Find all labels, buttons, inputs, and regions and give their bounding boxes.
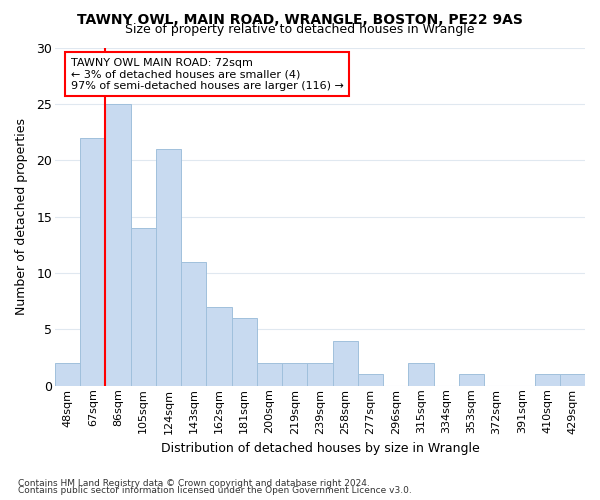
Bar (560, 374, 585, 386)
X-axis label: Distribution of detached houses by size in Wrangle: Distribution of detached houses by size … (161, 442, 479, 455)
Bar (535, 374, 560, 386)
Bar (181, 262, 206, 386)
Bar (106, 104, 131, 386)
Bar (409, 363, 434, 386)
Text: TAWNY OWL, MAIN ROAD, WRANGLE, BOSTON, PE22 9AS: TAWNY OWL, MAIN ROAD, WRANGLE, BOSTON, P… (77, 12, 523, 26)
Text: Size of property relative to detached houses in Wrangle: Size of property relative to detached ho… (125, 22, 475, 36)
Bar (156, 149, 181, 386)
Text: Contains public sector information licensed under the Open Government Licence v3: Contains public sector information licen… (18, 486, 412, 495)
Bar (282, 363, 307, 386)
Bar (358, 374, 383, 386)
Text: Contains HM Land Registry data © Crown copyright and database right 2024.: Contains HM Land Registry data © Crown c… (18, 478, 370, 488)
Text: TAWNY OWL MAIN ROAD: 72sqm
← 3% of detached houses are smaller (4)
97% of semi-d: TAWNY OWL MAIN ROAD: 72sqm ← 3% of detac… (71, 58, 344, 91)
Bar (307, 363, 332, 386)
Bar (459, 374, 484, 386)
Y-axis label: Number of detached properties: Number of detached properties (15, 118, 28, 315)
Bar (131, 228, 156, 386)
Bar (80, 138, 106, 386)
Bar (332, 340, 358, 386)
Bar (257, 363, 282, 386)
Bar (232, 318, 257, 386)
Bar (55, 363, 80, 386)
Bar (206, 307, 232, 386)
